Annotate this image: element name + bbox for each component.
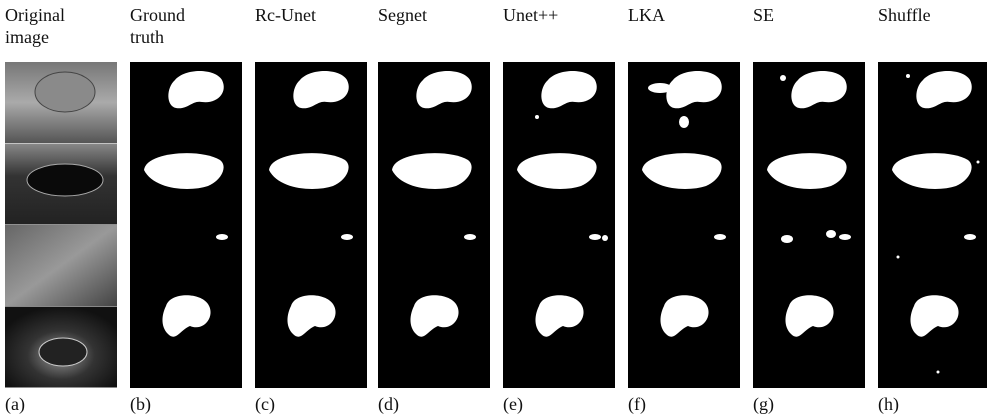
mask-region [897, 256, 900, 259]
mask-region [602, 235, 608, 241]
column-label: (a) [5, 394, 25, 415]
panel [130, 62, 242, 388]
mask-background [378, 62, 490, 388]
column-title: Ground truth [130, 4, 210, 48]
mask-region [589, 234, 601, 240]
mask-background [503, 62, 615, 388]
mask-region [341, 234, 353, 240]
mask-region [571, 87, 591, 97]
mask-region [906, 74, 910, 78]
mask-region [826, 230, 836, 238]
mask-region [977, 161, 980, 164]
mask-region [781, 235, 793, 243]
mask-region [648, 83, 672, 93]
column-label: (b) [130, 394, 151, 415]
mask-region [964, 234, 976, 240]
mask-region [714, 234, 726, 240]
mask-region [422, 76, 458, 92]
mask-region [679, 116, 689, 128]
mask-region [464, 234, 476, 240]
column-title: Segnet [378, 4, 458, 26]
mask-region [780, 75, 786, 81]
panels [0, 0, 987, 417]
panel [753, 62, 865, 388]
ultrasound-lesion [35, 72, 95, 112]
panel [5, 62, 117, 388]
panel [878, 62, 987, 388]
column-label: (g) [753, 394, 774, 415]
column-label: (h) [878, 394, 899, 415]
mask-region [216, 234, 228, 240]
column-label: (e) [503, 394, 523, 415]
mask-region [839, 234, 851, 240]
mask-region [937, 371, 940, 374]
panel [628, 62, 740, 388]
column-title: Shuffle [878, 4, 958, 26]
column-title: Original image [5, 4, 85, 48]
column-label: (d) [378, 394, 399, 415]
column-title: Rc-Unet [255, 4, 335, 26]
mask-background [130, 62, 242, 388]
ultrasound-tile [5, 225, 117, 306]
figure: (() => { const data = JSON.parse(documen… [0, 0, 987, 417]
ultrasound-lesion [27, 164, 103, 196]
ultrasound-lesion [39, 338, 87, 366]
panel [378, 62, 490, 388]
mask-background [628, 62, 740, 388]
column-label: (c) [255, 394, 275, 415]
panel [503, 62, 615, 388]
column-title: LKA [628, 4, 708, 26]
mask-background [255, 62, 367, 388]
mask-region [535, 115, 539, 119]
mask-background [753, 62, 865, 388]
mask-background [878, 62, 987, 388]
column-title: SE [753, 4, 833, 26]
column-label: (f) [628, 394, 646, 415]
panel [255, 62, 367, 388]
column-title: Unet++ [503, 4, 583, 26]
